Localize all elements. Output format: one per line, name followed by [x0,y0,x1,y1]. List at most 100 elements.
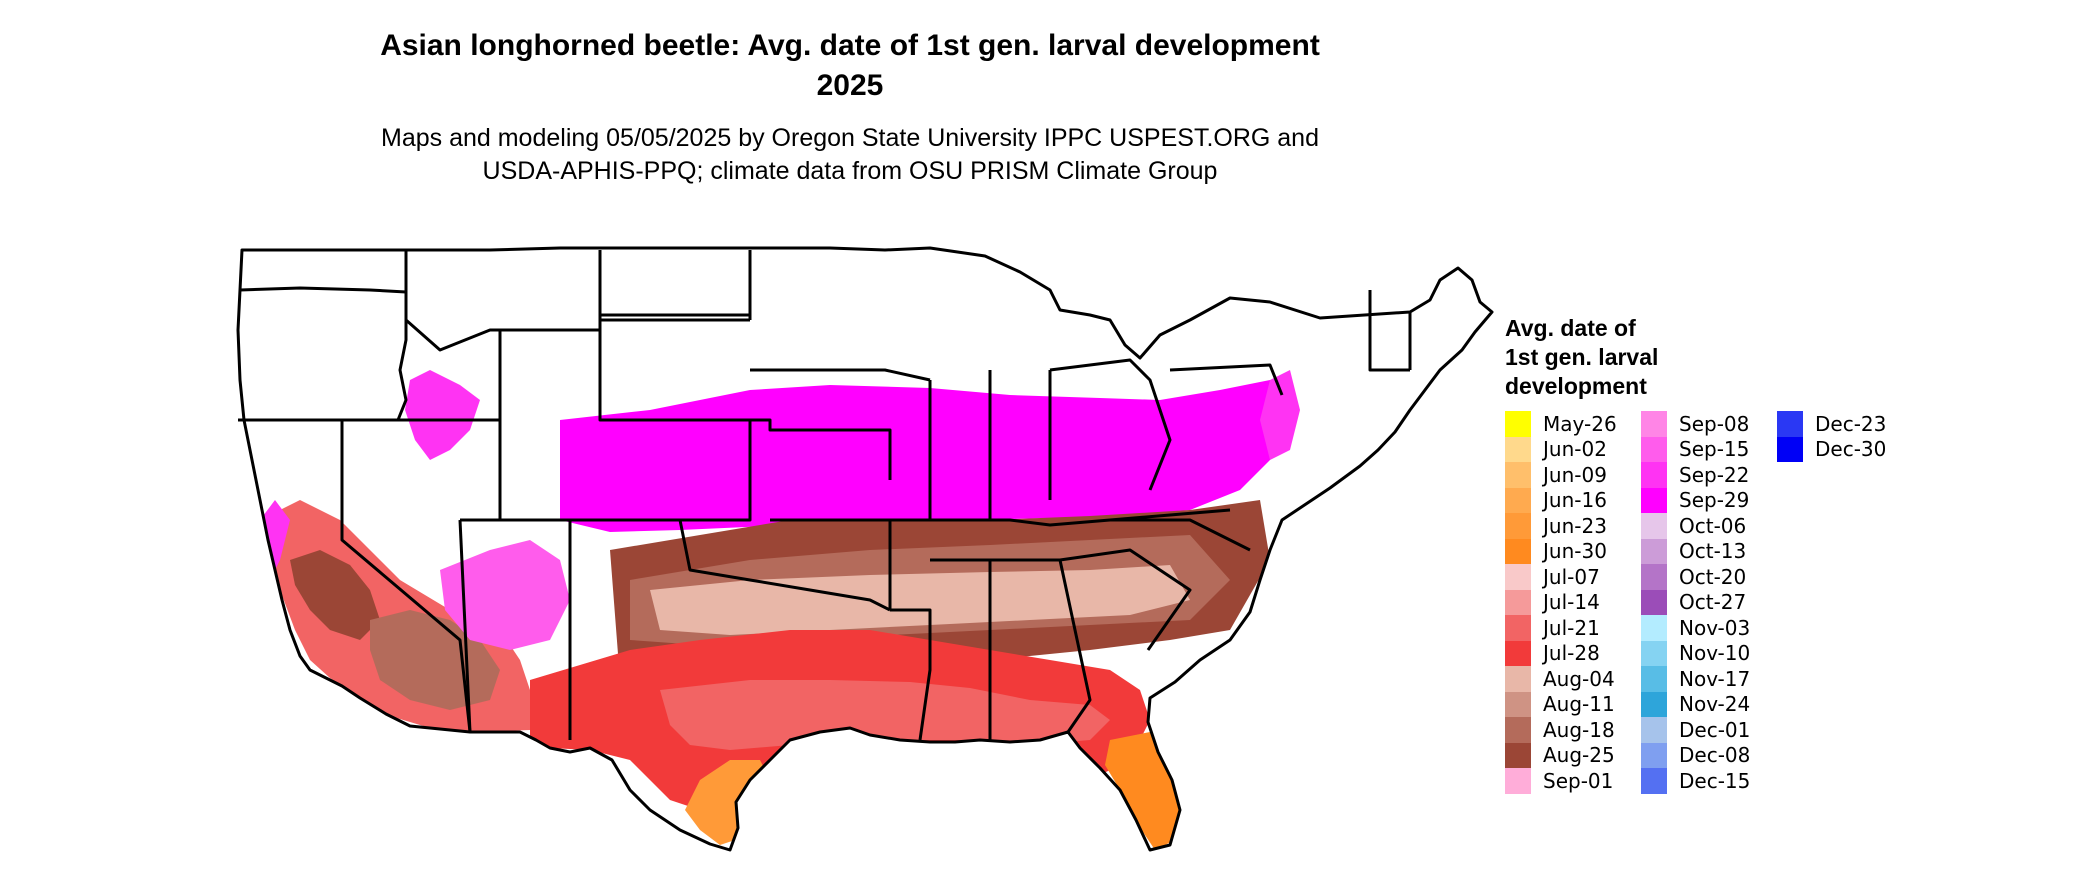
legend-swatch [1505,717,1531,743]
legend-title-line-3: development [1505,373,1647,399]
border-mississippi [930,558,992,740]
map-title-line-2: 2025 [816,69,884,102]
legend-swatch [1505,691,1531,717]
legend-item: Oct-20 [1641,564,1767,590]
legend-swatch [1505,615,1531,641]
legend-swatch [1505,666,1531,692]
legend-item: Dec-23 [1777,411,1903,437]
legend-swatch [1505,538,1531,564]
legend-title: Avg. date of 1st gen. larval development [1505,314,1913,401]
legend-item: Jul-07 [1505,564,1631,590]
legend-item: Aug-18 [1505,717,1631,743]
legend-item: Nov-10 [1641,640,1767,666]
legend-item: Nov-17 [1641,666,1767,692]
legend-label: Oct-13 [1679,539,1747,564]
legend-label: Aug-04 [1543,666,1615,691]
legend-label: Jun-23 [1543,513,1607,538]
legend-label: Jul-28 [1543,641,1600,666]
legend-item: Oct-27 [1641,589,1767,615]
legend-label: Nov-03 [1679,615,1751,640]
border-georgia-carolina [1059,548,1192,651]
map-subtitle-line-2: USDA-APHIS-PPQ; climate data from OSU PR… [482,157,1218,185]
legend-column: May-26 Jun-02 Jun-09 Jun-16 Jun-23 Jun-30 Jul-… [1505,411,1631,794]
legend-item: Jun-16 [1505,487,1631,513]
legend-swatch [1505,513,1531,539]
legend-swatch [1641,717,1667,743]
border-vermont-new-hampshire [1368,290,1410,372]
legend-swatch [1641,411,1667,437]
legend-label: Jul-21 [1543,615,1600,640]
legend-item: Sep-08 [1641,411,1767,437]
legend-label: Sep-29 [1679,488,1750,513]
legend-item: Sep-15 [1641,436,1767,462]
legend-item: Jul-21 [1505,615,1631,641]
legend-label: Sep-01 [1543,768,1614,793]
legend-label: Sep-22 [1679,462,1750,487]
legend-item: Jun-23 [1505,513,1631,539]
nevada-sep-22-zone [405,370,480,460]
border-alabama-georgia [990,558,1092,733]
legend-label: Jun-16 [1543,488,1607,513]
legend-swatch [1641,768,1667,794]
border-idaho-montana [404,250,500,352]
development-date-shading [238,248,1492,850]
legend-item: Oct-06 [1641,513,1767,539]
legend-item: Oct-13 [1641,538,1767,564]
legend-swatch [1505,640,1531,666]
california-aug-25-zone [290,550,380,640]
state-borders [236,246,1494,852]
legend-item: Jun-09 [1505,462,1631,488]
aug-04-zone [650,565,1190,635]
legend-swatch [1505,564,1531,590]
legend-item: May-26 [1505,411,1631,437]
border-nebraska-iowa [750,368,931,382]
legend-label: Jun-09 [1543,462,1607,487]
legend-label: May-26 [1543,411,1617,436]
legend-label: Dec-08 [1679,743,1751,768]
legend-item: Jul-28 [1505,640,1631,666]
legend-label: Jun-30 [1543,539,1607,564]
legend-label: Oct-20 [1679,564,1747,589]
legend-swatch [1641,462,1667,488]
legend-label: Aug-25 [1543,743,1615,768]
legend-label: Sep-15 [1679,437,1750,462]
legend-swatch [1777,411,1803,437]
legend-swatch [1641,436,1667,462]
legend-item: Aug-04 [1505,666,1631,692]
map-legend: Avg. date of 1st gen. larval development… [1505,314,1913,794]
legend-item: Dec-30 [1777,436,1903,462]
border-arkansas-louisiana [890,608,932,741]
legend-swatch [1777,436,1803,462]
map-subtitle: Maps and modeling 05/05/2025 by Oregon S… [0,122,1700,188]
legend-swatch [1641,487,1667,513]
legend-item: Sep-22 [1641,462,1767,488]
legend-label: Dec-01 [1679,717,1751,742]
border-oklahoma-texas [570,518,891,612]
legend-label: Nov-24 [1679,692,1751,717]
map-title-line-1: Asian longhorned beetle: Avg. date of 1s… [380,29,1320,62]
border-pennsylvania-new-york [1169,363,1284,396]
legend-columns: May-26 Jun-02 Jun-09 Jun-16 Jun-23 Jun-30 Jul-… [1505,411,1913,794]
legend-label: Sep-08 [1679,411,1750,436]
legend-item: Dec-15 [1641,768,1767,794]
legend-swatch [1641,564,1667,590]
legend-item: Jul-14 [1505,589,1631,615]
legend-label: Aug-18 [1543,717,1615,742]
legend-label: Dec-15 [1679,768,1751,793]
legend-swatch [1505,589,1531,615]
border-north-carolina-virginia [1110,518,1251,552]
legend-item: Nov-24 [1641,691,1767,717]
sep-29-zone [560,380,1290,532]
legend-label: Jun-02 [1543,437,1607,462]
border-kansas-nebraska [750,418,892,480]
legend-item: Aug-25 [1505,742,1631,768]
legend-label: Nov-10 [1679,641,1751,666]
legend-item: Sep-01 [1505,768,1631,794]
border-washington-oregon [239,286,407,294]
legend-item: Nov-03 [1641,615,1767,641]
legend-label: Dec-30 [1815,437,1887,462]
legend-swatch [1641,513,1667,539]
legend-label: Dec-23 [1815,411,1887,436]
legend-title-line-2: 1st gen. larval [1505,344,1659,370]
legend-label: Jul-14 [1543,590,1600,615]
